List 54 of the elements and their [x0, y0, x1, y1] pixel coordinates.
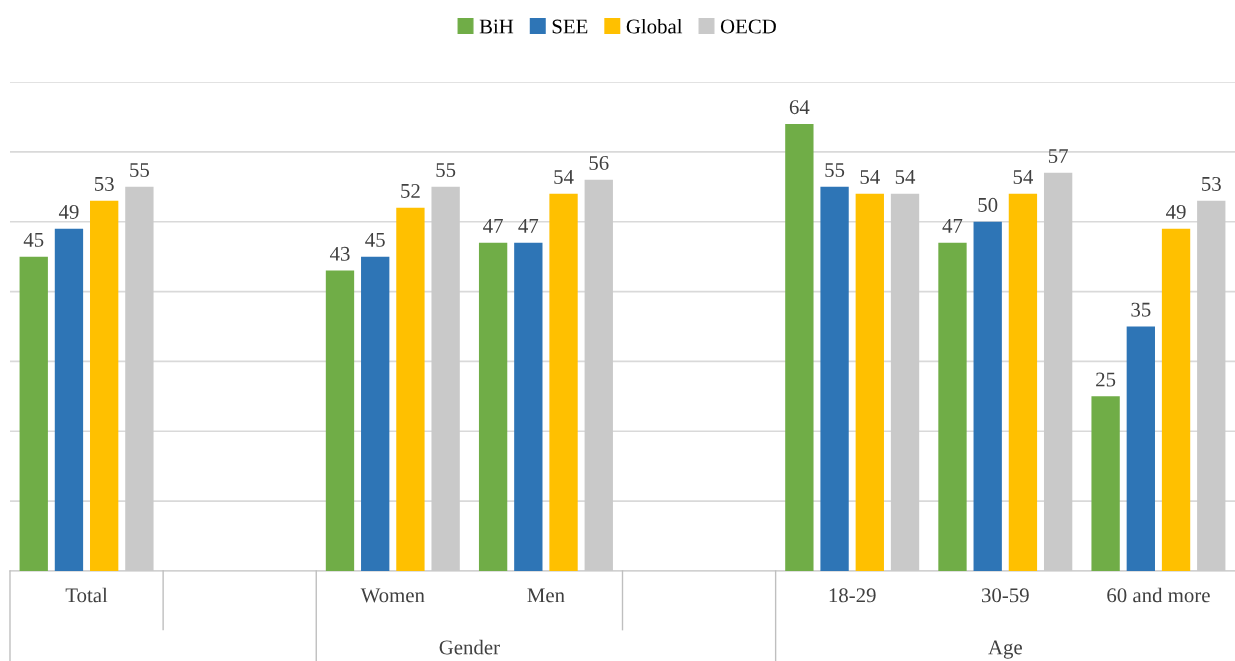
x-tick-label: 30-59 — [982, 588, 1029, 603]
x-tick-label: Men — [527, 588, 565, 603]
bar — [973, 221, 1002, 571]
bar — [1091, 396, 1120, 571]
data-label: 25 — [1096, 372, 1116, 387]
bar — [1008, 193, 1038, 571]
bar — [549, 193, 578, 571]
text: Gender — [439, 639, 500, 655]
data-label: 45 — [23, 232, 44, 247]
bar — [478, 242, 508, 571]
data-label: 56 — [589, 156, 609, 171]
data-label: 54 — [1013, 170, 1034, 184]
data-label: 54 — [554, 170, 574, 184]
legend-label: SEE — [552, 19, 588, 34]
legend-label: BiH — [479, 19, 514, 34]
data-label: 52 — [401, 183, 420, 198]
bar — [19, 256, 48, 571]
data-label: 53 — [1202, 176, 1221, 191]
bar — [361, 256, 390, 571]
data-label: 49 — [1166, 204, 1186, 219]
bar — [855, 193, 884, 571]
data-label: 54 — [895, 170, 916, 184]
data-label: 47 — [483, 218, 503, 233]
data-label: 50 — [978, 197, 998, 212]
legend-label: OECD — [720, 19, 776, 34]
bar — [54, 228, 84, 571]
data-label: 35 — [1131, 302, 1151, 317]
bar — [1126, 326, 1155, 571]
data-label: 49 — [58, 204, 79, 219]
data-label: 45 — [365, 232, 385, 247]
bar — [785, 123, 814, 571]
x-tick-label: Women — [360, 588, 425, 603]
data-label: 43 — [329, 246, 350, 261]
data-label: 47 — [942, 218, 963, 233]
data-label: 55 — [130, 163, 149, 177]
x-tick-label: 18-29 — [829, 588, 876, 603]
bar — [820, 186, 849, 571]
legend-label: Global — [626, 18, 683, 34]
bar — [1161, 228, 1191, 571]
data-label: 55 — [436, 163, 456, 177]
data-label: 55 — [825, 163, 845, 177]
text: Age — [988, 640, 1022, 659]
bar — [514, 242, 543, 571]
bar — [396, 207, 425, 571]
x-tick-label: 60 and more — [1107, 587, 1210, 603]
x-tick-label: Total — [65, 587, 108, 603]
bar — [90, 200, 119, 571]
bar — [325, 270, 355, 571]
data-label: 47 — [518, 218, 539, 233]
bar — [938, 242, 967, 571]
data-label: 53 — [94, 176, 114, 191]
data-label: 57 — [1048, 149, 1068, 164]
data-label: 64 — [789, 100, 810, 115]
data-label: 54 — [860, 170, 880, 184]
